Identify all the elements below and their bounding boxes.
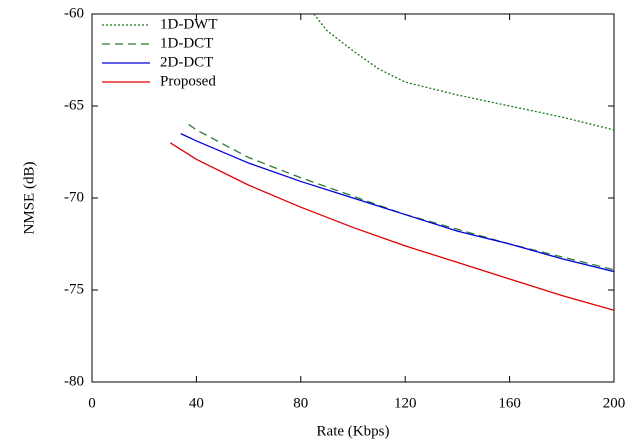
x-tick-label: 120 xyxy=(394,395,417,411)
y-tick-label: -75 xyxy=(64,281,84,297)
series-line xyxy=(180,133,614,273)
y-tick-label: -80 xyxy=(64,373,84,389)
x-tick-label: 80 xyxy=(293,395,308,411)
legend-label: 2D-DCT xyxy=(160,54,213,70)
x-tick-label: 40 xyxy=(189,395,204,411)
x-axis-label: Rate (Kbps) xyxy=(317,423,390,439)
x-tick-label: 160 xyxy=(498,395,521,411)
x-tick-label: 200 xyxy=(603,395,626,411)
legend-label: Proposed xyxy=(160,73,216,89)
y-tick-label: -65 xyxy=(64,97,84,113)
y-axis-label: NMSE (dB) xyxy=(21,162,37,235)
x-tick-label: 0 xyxy=(88,395,96,411)
series-line xyxy=(188,123,614,271)
plot-frame xyxy=(91,13,615,383)
series-line xyxy=(169,142,614,311)
y-tick-label: -60 xyxy=(64,5,84,21)
y-tick-label: -70 xyxy=(64,189,84,205)
legend-label: 1D-DCT xyxy=(160,35,213,51)
legend-label: 1D-DWT xyxy=(160,16,217,32)
series-line xyxy=(313,14,614,131)
